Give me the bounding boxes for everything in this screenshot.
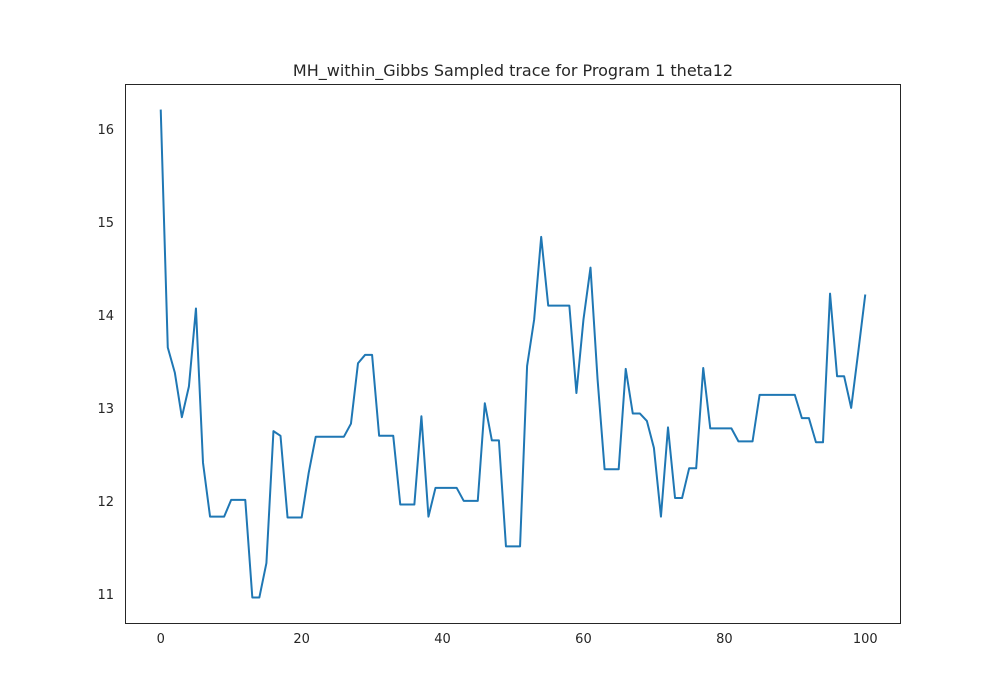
x-tick-label: 60 (575, 632, 592, 647)
x-tick-label: 0 (157, 632, 165, 647)
y-tick-label: 15 (97, 216, 114, 231)
x-axis-ticks: 0 20 40 60 80 100 (157, 632, 878, 647)
y-tick-label: 14 (97, 309, 114, 324)
x-tick-label: 100 (853, 632, 878, 647)
y-tick-label: 11 (97, 588, 114, 603)
y-axis-ticks: 11 12 13 14 15 16 (97, 123, 114, 603)
y-tick-label: 16 (97, 123, 114, 138)
trace-series-line (159, 109, 867, 599)
x-tick-label: 20 (293, 632, 310, 647)
plot-frame (125, 84, 901, 624)
plot-area (159, 109, 867, 599)
x-tick-label: 40 (434, 632, 451, 647)
y-tick-label: 12 (97, 495, 114, 510)
x-tick-label: 80 (716, 632, 733, 647)
y-tick-label: 13 (97, 402, 114, 417)
chart-title: MH_within_Gibbs Sampled trace for Progra… (293, 61, 733, 81)
